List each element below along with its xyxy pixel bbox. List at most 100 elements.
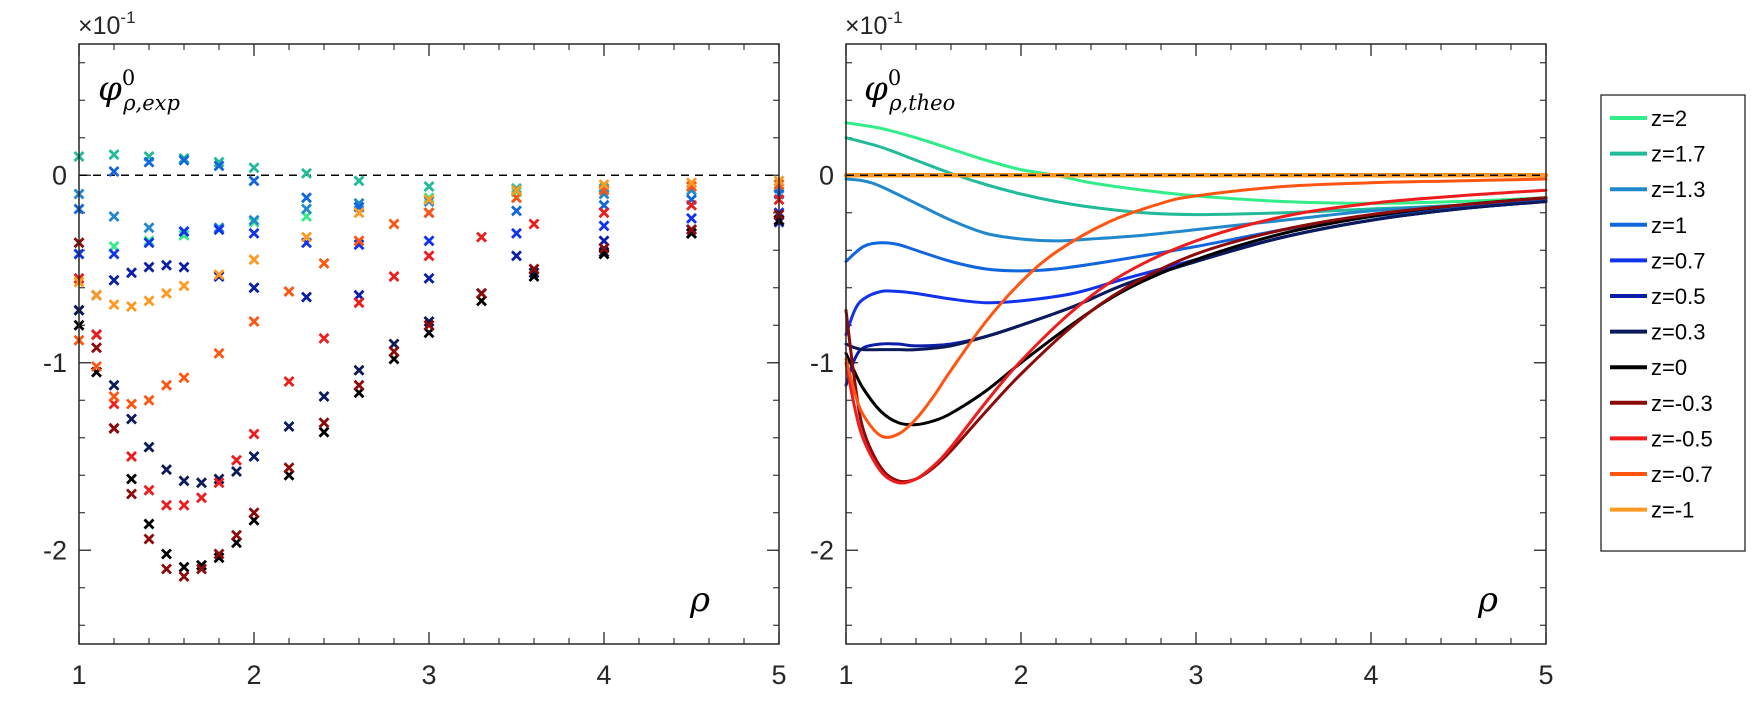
data-point [178, 261, 190, 273]
data-point [686, 227, 697, 239]
data-point [353, 379, 365, 391]
data-point [301, 291, 312, 303]
legend-label: z=-0.7 [1651, 462, 1713, 487]
data-point [388, 218, 400, 230]
data-point [528, 263, 540, 275]
y-tick-labels-left: 0 -1 -2 [43, 160, 67, 565]
y-multiplier-left: ×10-1 [78, 8, 136, 40]
axes-frame-left [78, 43, 780, 645]
data-point [318, 391, 330, 402]
data-point [248, 162, 260, 174]
data-point [178, 280, 190, 292]
data-point [213, 548, 225, 560]
x-tick-label: 2 [246, 660, 261, 690]
series-line-z=-0.7 [844, 177, 1548, 439]
data-point [353, 175, 365, 187]
data-point [248, 428, 260, 440]
data-point [91, 342, 102, 354]
legend-label: z=1.3 [1651, 177, 1705, 202]
data-point [301, 192, 312, 204]
data-point [108, 379, 120, 391]
data-point [388, 346, 400, 357]
data-point [511, 205, 522, 217]
data-point [353, 239, 365, 251]
data-point [161, 379, 172, 391]
data-point [126, 413, 137, 425]
x-tick-label: 2 [1013, 660, 1028, 690]
data-point [598, 179, 610, 191]
data-point [318, 417, 330, 429]
data-point [353, 207, 365, 219]
data-point [686, 199, 697, 211]
data-point [423, 250, 435, 262]
data-point [213, 156, 225, 168]
data-point [248, 254, 260, 266]
y-tick-label: -2 [43, 535, 67, 565]
data-point [248, 214, 260, 226]
y-tick-label: -2 [810, 535, 834, 565]
series-line-z=1.7 [844, 136, 1548, 217]
data-point [476, 287, 487, 299]
data-point [178, 229, 190, 241]
data-point [423, 316, 435, 327]
data-point [528, 267, 540, 279]
series-line-z=0.3 [844, 200, 1548, 352]
data-point [423, 194, 435, 206]
data-point [178, 372, 190, 384]
data-point [126, 488, 137, 500]
data-point [178, 561, 190, 573]
data-point [511, 184, 522, 196]
data-point [178, 571, 190, 582]
data-point [143, 237, 155, 249]
data-point [353, 197, 365, 209]
panel-title-right: φ0 ρ,theo [864, 66, 955, 115]
data-point [108, 149, 120, 161]
x-tick-label: 4 [1363, 660, 1378, 690]
data-point [196, 477, 207, 489]
data-point [283, 462, 295, 474]
data-point [178, 475, 190, 487]
data-point [598, 188, 610, 200]
x-tick-label: 1 [71, 660, 86, 690]
data-point [143, 261, 155, 273]
legend-items: z=2 z=1.7 z=1.3 z=1 z=0.7 z=0.5 z=0.3 z=0 z=-0.3… [1610, 106, 1713, 523]
legend-label: z=1.7 [1651, 142, 1705, 167]
data-point [283, 286, 295, 297]
panel-theoretical: 1 2 3 4 5 0 -1 -2 ×10-1 φ0 ρ,theo ρ [810, 8, 1554, 690]
data-point [161, 464, 172, 476]
data-point [178, 154, 190, 166]
data-point [108, 166, 120, 177]
y-tick-labels-right: 0 -1 -2 [810, 160, 834, 565]
data-point [686, 181, 697, 192]
data-point [353, 235, 365, 247]
data-point [248, 227, 260, 239]
y-tick-label: -1 [43, 348, 67, 378]
legend-label: z=0.3 [1651, 320, 1705, 345]
data-point [598, 207, 610, 219]
data-point [126, 451, 137, 462]
y-multiplier-right: ×10-1 [845, 8, 903, 40]
legend-label: z=0.5 [1651, 284, 1705, 309]
data-point [511, 227, 522, 239]
data-point [301, 203, 312, 215]
data-point [108, 248, 120, 260]
data-point [598, 242, 610, 254]
legend-label: z=-0.5 [1651, 426, 1713, 451]
legend-label: z=-0.3 [1651, 391, 1713, 416]
data-point [318, 332, 330, 344]
data-point [283, 376, 295, 387]
data-point [161, 499, 172, 511]
data-point [143, 533, 155, 545]
series-group-left [73, 149, 785, 582]
data-point [686, 224, 697, 236]
x-axis-label-left: ρ [689, 580, 710, 620]
data-point [126, 398, 137, 410]
series-line-z=1.3 [844, 177, 1548, 243]
data-point [248, 175, 260, 187]
x-tick-label: 5 [771, 660, 786, 690]
series-line-z=0 [844, 196, 1548, 427]
data-point [143, 484, 155, 496]
data-point [248, 451, 260, 462]
data-point [91, 289, 102, 301]
